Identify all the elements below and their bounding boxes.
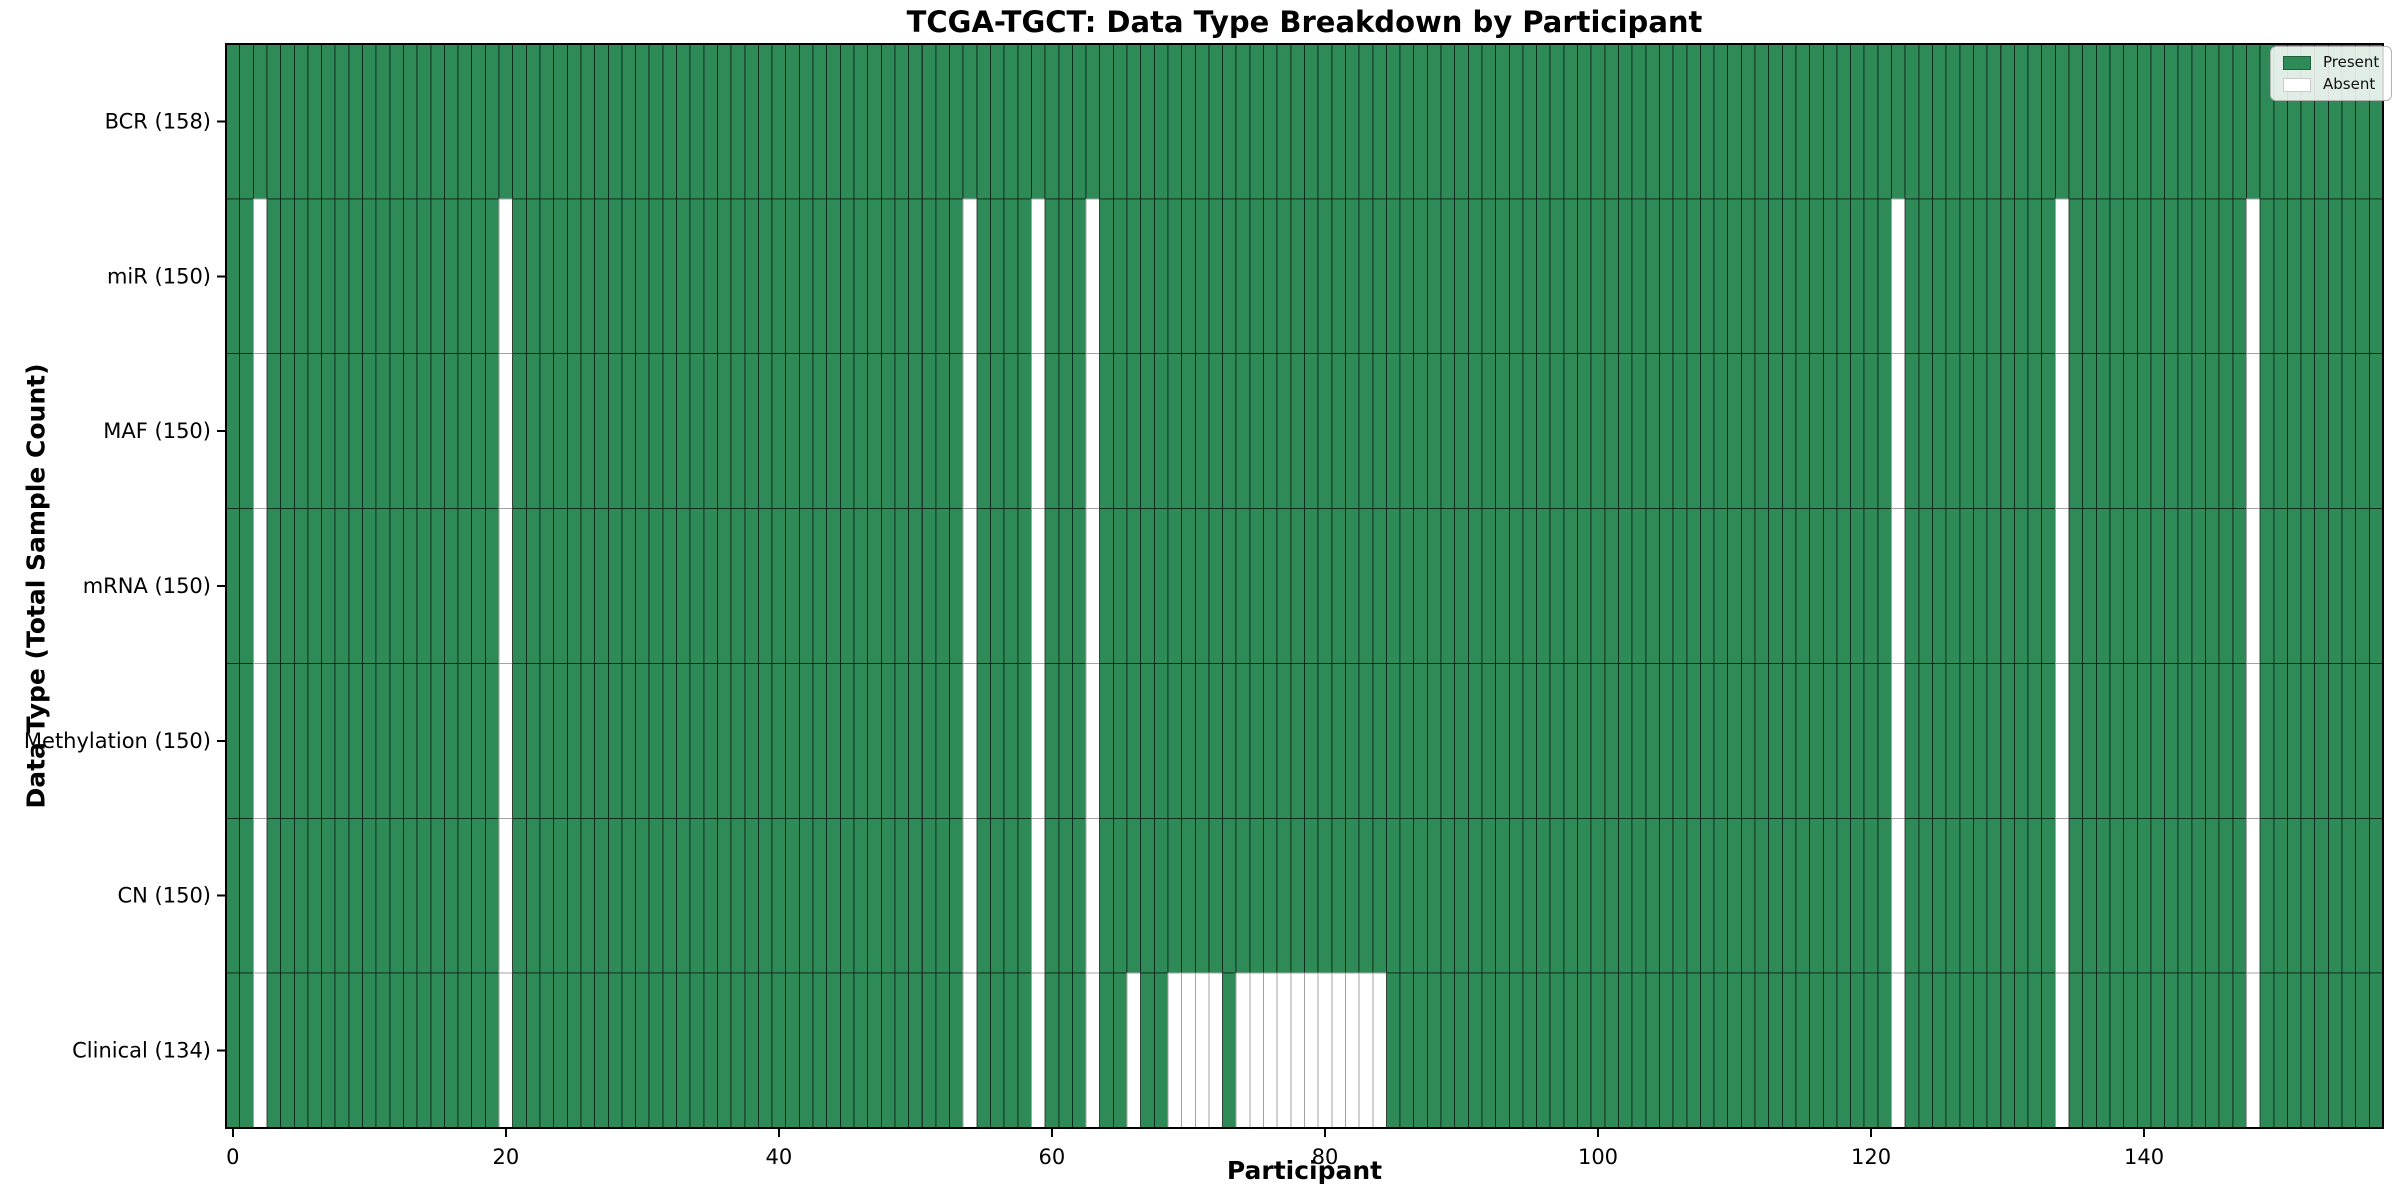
y-tick-label-1: BCR (158)	[105, 109, 211, 133]
plot-border	[225, 43, 2384, 1129]
present-color-swatch	[2283, 55, 2311, 70]
y-tick-label-4: mRNA (150)	[83, 574, 211, 598]
y-tick-label-6: CN (150)	[117, 884, 211, 908]
x-tick-label-100: 100	[1578, 1145, 1618, 1169]
row-methylation-150	[225, 662, 2384, 819]
x-tick-label-0: 0	[226, 1145, 239, 1169]
chart-title: TCGA-TGCT: Data Type Breakdown by Partic…	[906, 5, 1703, 39]
legend-absent-label: Absent	[2323, 75, 2376, 93]
x-tick-label-60: 60	[1039, 1145, 1066, 1169]
y-axis: BCR (158) miR (150) MAF (150) mRNA (150) Met…	[24, 109, 226, 1063]
y-tick-label-3: MAF (150)	[103, 419, 211, 443]
x-axis-label: Participant	[1226, 1156, 1383, 1185]
x-tick-label-120: 120	[1851, 1145, 1891, 1169]
row-cn-150	[225, 817, 2384, 974]
y-tick-label-5: Methylation (150)	[24, 729, 211, 753]
absent-color-swatch	[2283, 77, 2311, 92]
row-clinical-134	[225, 972, 2384, 1129]
legend: Present Absent	[2270, 46, 2393, 101]
x-axis: 0 20 40 60 80 100 120 140	[226, 1128, 2164, 1169]
legend-item-present: Present	[2283, 55, 2379, 70]
x-tick-label-80: 80	[1312, 1145, 1339, 1169]
x-tick-label-140: 140	[2124, 1145, 2164, 1169]
row-mrna-150	[225, 508, 2384, 664]
y-axis-label: Data Type (Total Sample Count)	[21, 363, 51, 809]
y-tick-label-7: Clinical (134)	[72, 1039, 211, 1063]
x-tick-label-20: 20	[493, 1145, 520, 1169]
row-bcr-158	[225, 43, 2384, 200]
legend-present-label: Present	[2323, 53, 2380, 71]
row-mir-150	[225, 198, 2384, 355]
x-tick-label-40: 40	[766, 1145, 793, 1169]
y-tick-label-2: miR (150)	[107, 264, 211, 288]
row-maf-150	[225, 353, 2384, 510]
legend-item-absent: Absent	[2283, 77, 2379, 92]
